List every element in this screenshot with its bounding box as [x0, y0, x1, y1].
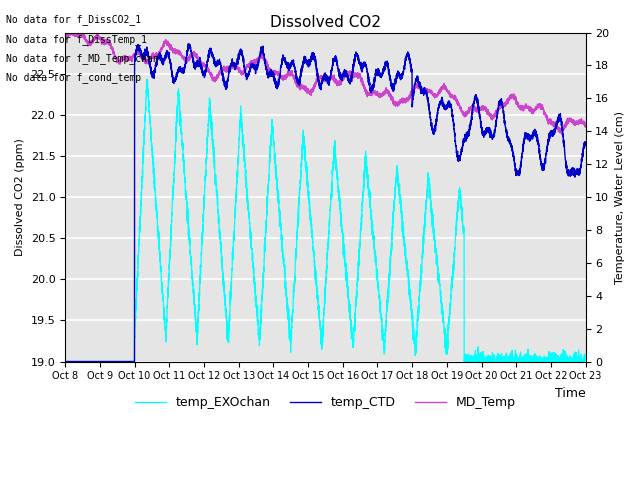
temp_CTD — [374, 67, 381, 72]
temp_CTD — [156, 54, 164, 60]
temp_EXOchan — [582, 359, 589, 364]
temp_EXOchan — [490, 355, 497, 360]
temp_CTD — [582, 143, 589, 149]
MD_Temp — [450, 95, 458, 100]
temp_EXOchan — [260, 257, 268, 263]
Text: No data for f_DissTemp_1: No data for f_DissTemp_1 — [6, 34, 147, 45]
Line: temp_EXOchan: temp_EXOchan — [65, 79, 586, 361]
MD_Temp — [490, 114, 497, 120]
Text: No data for f_cond_temp: No data for f_cond_temp — [6, 72, 141, 83]
temp_CTD — [450, 123, 458, 129]
Title: Dissolved CO2: Dissolved CO2 — [270, 15, 381, 30]
temp_CTD — [184, 41, 192, 47]
X-axis label: Time: Time — [555, 387, 586, 400]
Line: MD_Temp: MD_Temp — [65, 31, 586, 134]
Y-axis label: Dissolved CO2 (ppm): Dissolved CO2 (ppm) — [15, 138, 25, 256]
MD_Temp — [68, 28, 76, 34]
temp_EXOchan — [400, 233, 408, 239]
MD_Temp — [582, 123, 589, 129]
temp_CTD — [61, 359, 69, 364]
Y-axis label: Temperature, Water Level (cm): Temperature, Water Level (cm) — [615, 110, 625, 284]
temp_CTD — [490, 133, 497, 139]
temp_CTD — [260, 53, 268, 59]
MD_Temp — [374, 90, 381, 96]
temp_EXOchan — [143, 76, 151, 82]
Line: temp_CTD: temp_CTD — [65, 44, 586, 361]
temp_EXOchan — [450, 261, 458, 266]
temp_EXOchan — [374, 275, 381, 280]
MD_Temp — [557, 132, 565, 137]
Text: No data for f_MD_Temp_chan: No data for f_MD_Temp_chan — [6, 53, 159, 64]
MD_Temp — [61, 38, 69, 44]
MD_Temp — [400, 97, 408, 103]
Legend: temp_EXOchan, temp_CTD, MD_Temp: temp_EXOchan, temp_CTD, MD_Temp — [130, 392, 521, 415]
MD_Temp — [260, 54, 268, 60]
temp_CTD — [400, 68, 408, 73]
temp_EXOchan — [61, 359, 69, 364]
MD_Temp — [156, 48, 164, 54]
Text: No data for f_DissCO2_1: No data for f_DissCO2_1 — [6, 14, 141, 25]
temp_EXOchan — [156, 252, 164, 258]
